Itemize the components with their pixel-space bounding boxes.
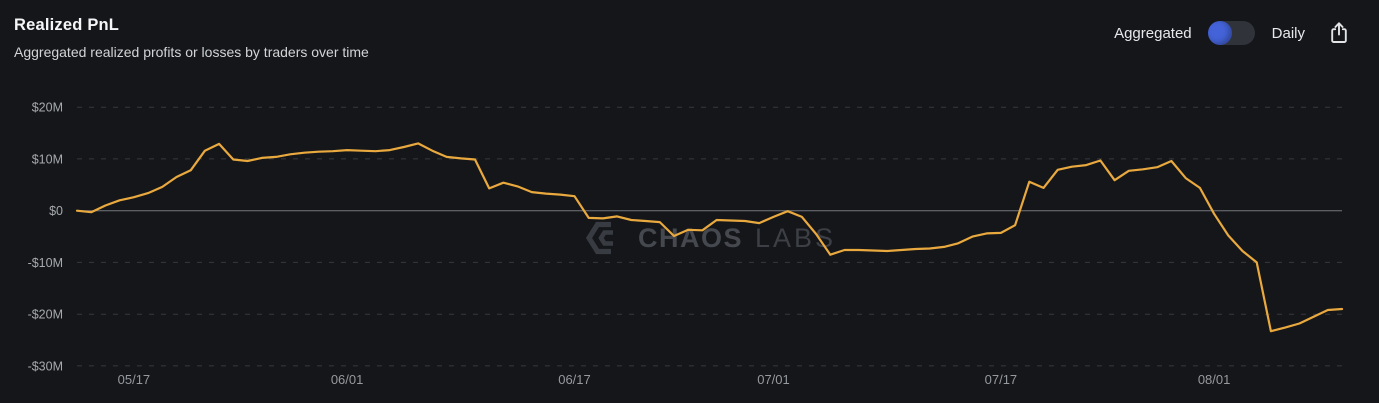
x-axis-tick-label: 07/01 <box>757 372 790 387</box>
y-axis-tick-label: $0 <box>49 204 63 218</box>
x-axis-tick-label: 08/01 <box>1198 372 1231 387</box>
export-button[interactable] <box>1326 20 1352 46</box>
x-axis-tick-label: 06/01 <box>331 372 364 387</box>
x-axis-tick-label: 07/17 <box>985 372 1018 387</box>
x-axis-tick-label: 05/17 <box>118 372 151 387</box>
page-title: Realized PnL <box>14 16 120 34</box>
share-export-icon <box>1327 20 1351 46</box>
y-axis-tick-label: -$30M <box>28 359 63 373</box>
chart-header: Realized PnL Aggregated realized profits… <box>14 16 369 60</box>
toggle-knob[interactable] <box>1207 21 1232 45</box>
page-subtitle: Aggregated realized profits or losses by… <box>14 44 369 60</box>
x-axis-tick-label: 06/17 <box>558 372 591 387</box>
y-axis-tick-label: -$10M <box>28 256 63 270</box>
y-axis-tick-label: -$20M <box>28 308 63 322</box>
pnl-line-series <box>75 142 1344 333</box>
y-axis-tick-label: $10M <box>32 152 63 166</box>
aggregated-daily-toggle[interactable] <box>1207 21 1255 45</box>
chart-controls: Aggregated Daily <box>1114 20 1352 46</box>
y-axis-tick-label: $20M <box>32 101 63 115</box>
toggle-option-daily[interactable]: Daily <box>1271 24 1305 42</box>
toggle-option-aggregated[interactable]: Aggregated <box>1114 24 1192 42</box>
